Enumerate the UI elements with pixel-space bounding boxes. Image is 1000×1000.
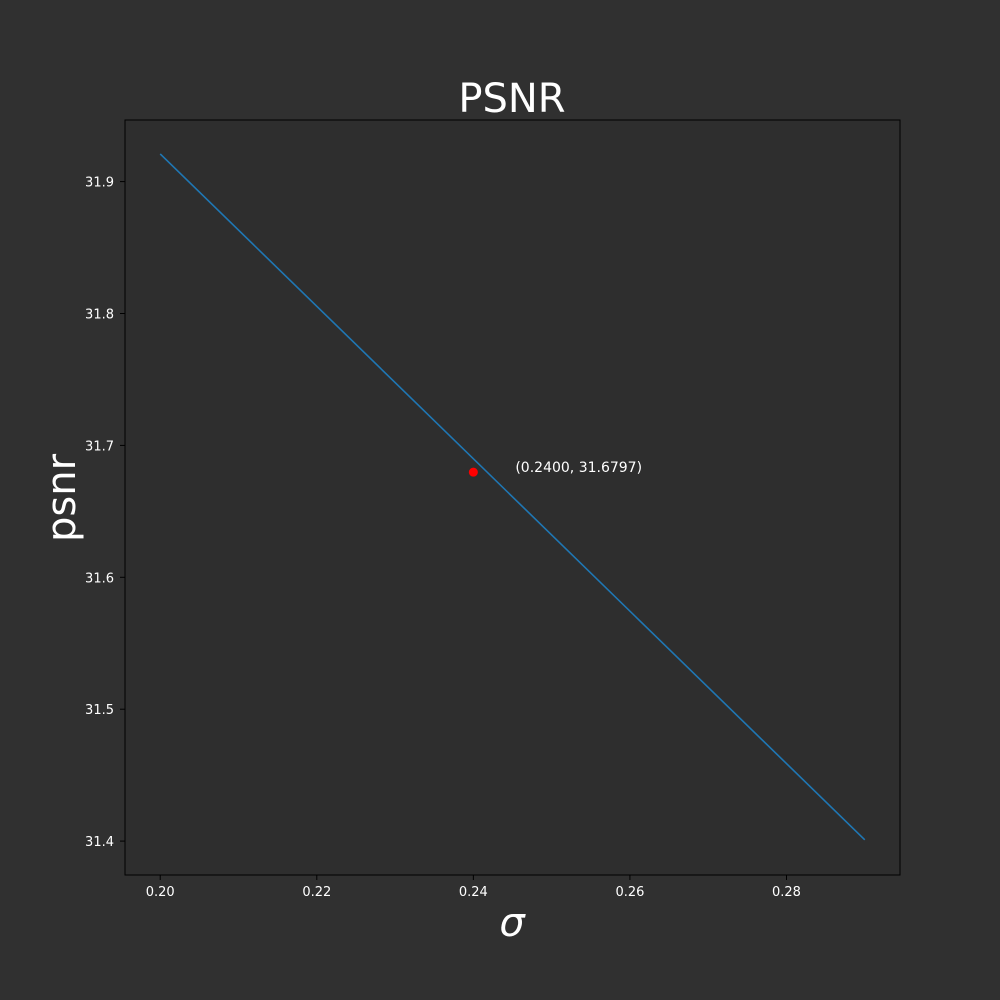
highlight-point-marker <box>468 467 478 477</box>
highlight-layer: (0.2400, 31.6797) <box>468 460 642 477</box>
y-tick-label: 31.6 <box>85 571 114 586</box>
x-tick-label: 0.20 <box>146 885 175 900</box>
plot-frame <box>124 119 901 876</box>
chart-title: PSNR <box>458 76 565 122</box>
y-tick-label: 31.8 <box>85 307 114 322</box>
x-axis-label: σ <box>499 900 526 946</box>
x-tick-label: 0.26 <box>615 885 644 900</box>
highlight-point-label: (0.2400, 31.6797) <box>515 460 642 476</box>
y-tick-label: 31.5 <box>85 703 114 718</box>
x-tick-label: 0.24 <box>459 885 488 900</box>
y-axis-label: psnr <box>39 453 85 542</box>
y-axis: 31.4 31.5 31.6 31.7 31.8 31.9 <box>85 176 125 850</box>
series-layer <box>159 153 866 841</box>
x-axis: 0.20 0.22 0.24 0.26 0.28 <box>146 875 801 900</box>
x-tick-label: 0.28 <box>772 885 801 900</box>
x-tick-label: 0.22 <box>302 885 331 900</box>
series-line <box>159 153 866 841</box>
y-tick-label: 31.4 <box>85 835 114 850</box>
y-tick-label: 31.9 <box>85 176 114 191</box>
y-tick-label: 31.7 <box>85 439 114 454</box>
